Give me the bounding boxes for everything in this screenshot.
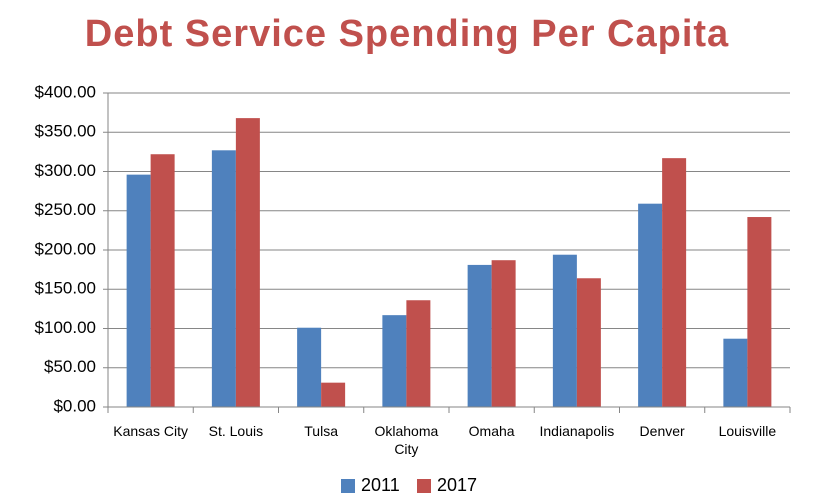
y-tick-label: $300.00: [35, 161, 96, 180]
x-tick-label: Tulsa: [304, 423, 338, 439]
y-tick-label: $200.00: [35, 239, 96, 258]
x-tick-label: St. Louis: [208, 423, 264, 439]
x-tick-label: Kansas City: [113, 423, 188, 439]
legend-label: 2011: [361, 475, 400, 495]
y-tick-label: $0.00: [53, 396, 96, 415]
bar: [723, 338, 748, 407]
bar: [235, 118, 260, 408]
bar: [638, 203, 663, 407]
bar: [406, 300, 431, 407]
x-tick-label: Denver: [639, 423, 685, 439]
bar: [211, 150, 236, 407]
y-tick-label: $50.00: [44, 357, 96, 376]
y-tick-label: $100.00: [35, 318, 96, 337]
chart-title: Debt Service Spending Per Capita: [85, 13, 729, 55]
legend-swatch: [417, 479, 431, 493]
bar: [552, 254, 577, 407]
bar: [491, 260, 516, 407]
x-tick-label: Oklahoma City: [374, 423, 439, 457]
x-tick-label: Omaha: [468, 423, 515, 439]
bar: [150, 154, 175, 407]
bar: [297, 327, 322, 407]
bar: [662, 158, 687, 407]
bar: [467, 264, 492, 407]
bar: [126, 174, 151, 407]
legend-swatch: [341, 479, 355, 493]
y-tick-label: $350.00: [35, 122, 96, 141]
legend-label: 2017: [437, 475, 477, 495]
y-tick-label: $400.00: [35, 82, 96, 101]
bar: [321, 382, 346, 407]
y-tick-label: $250.00: [35, 200, 96, 219]
y-tick-label: $150.00: [35, 279, 96, 298]
x-tick-label: Louisville: [718, 423, 777, 439]
x-tick-label: Indianapolis: [539, 423, 615, 439]
bar: [382, 315, 407, 407]
bar: [747, 217, 772, 407]
bar: [576, 278, 601, 407]
